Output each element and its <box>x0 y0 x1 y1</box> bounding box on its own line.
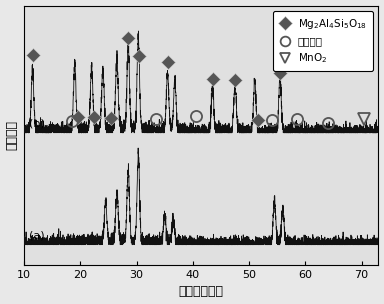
Text: (b): (b) <box>29 118 45 128</box>
Y-axis label: 衍射强度: 衍射强度 <box>5 120 18 150</box>
Text: (a): (a) <box>29 230 44 240</box>
Legend: Mg$_2$Al$_4$Si$_5$O$_{18}$, 尖晶石相, MnO$_2$: Mg$_2$Al$_4$Si$_5$O$_{18}$, 尖晶石相, MnO$_2… <box>273 11 373 71</box>
X-axis label: 衍射角（度）: 衍射角（度） <box>179 285 224 299</box>
